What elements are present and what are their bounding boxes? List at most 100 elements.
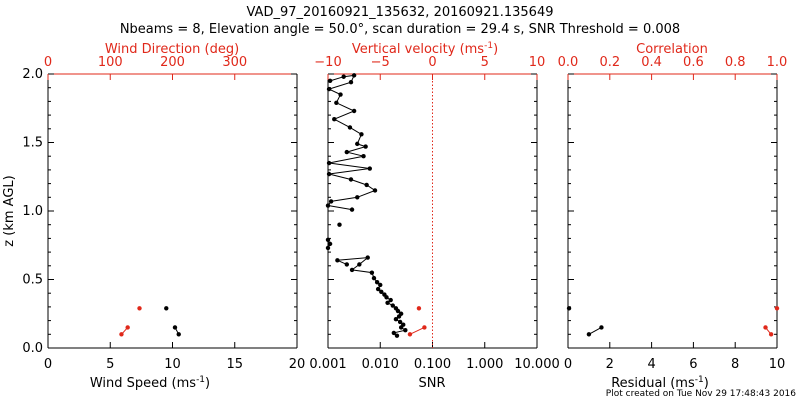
vertical-velocity-point	[372, 188, 378, 193]
snr-point	[407, 332, 413, 337]
plot-created-footer: Plot created on Tue Nov 29 17:48:43 2016	[606, 389, 796, 399]
fit-xtick-label-top: 0.0	[558, 55, 579, 70]
vertical-velocity-point	[349, 207, 355, 212]
vertical-velocity-point	[351, 73, 357, 78]
vertical-velocity-point	[371, 275, 377, 281]
z-tick-label: 1.5	[22, 136, 43, 151]
vertical-velocity-point	[395, 308, 401, 314]
vertical-velocity-point	[355, 195, 360, 200]
vert-top-axis-title: Vertical velocity (ms-1)	[352, 41, 498, 57]
vertical-velocity-point	[327, 241, 333, 247]
vertical-velocity-line	[337, 256, 407, 337]
fit-xtick-label-bottom: 4	[647, 357, 655, 372]
fit-xtick-label-bottom: 2	[606, 357, 614, 372]
vertical-velocity-point	[361, 154, 366, 159]
vertical-xtick-label-top: −10	[314, 55, 341, 70]
vertical-xtick-label-top: 0	[428, 55, 436, 70]
vertical-velocity-point	[393, 317, 399, 322]
correlation-point	[768, 332, 774, 337]
vertical-velocity-point	[325, 203, 331, 208]
correlation-point	[763, 325, 768, 330]
figure-title-line1: VAD_97_20160921_135632, 20160921.135649	[247, 5, 554, 20]
vertical-velocity-point	[327, 78, 333, 84]
vertical-velocity-point	[326, 171, 332, 177]
vertical-velocity-point	[385, 300, 390, 305]
wind-xtick-label-bottom: 20	[289, 357, 306, 372]
z-tick-label: 0.0	[22, 341, 43, 356]
vertical-xtick-label-top: 10	[529, 55, 546, 70]
vertical-velocity-point	[375, 286, 381, 292]
vertical-velocity-point	[357, 262, 362, 267]
vertical-velocity-point	[341, 74, 346, 79]
vertical-velocity-line	[327, 74, 377, 211]
vertical-velocity-point	[364, 182, 369, 188]
wind-xtick-label-bottom: 15	[226, 357, 243, 372]
vertical-velocity-point	[348, 80, 354, 85]
correlation-point	[774, 306, 780, 311]
vertical-velocity-point	[355, 141, 360, 147]
residual-point	[566, 306, 572, 311]
fit-xtick-label-top: 1.0	[767, 55, 788, 70]
figure-title-line2: Nbeams = 8, Elevation angle = 50.0°, sca…	[120, 22, 680, 37]
vertical-velocity-point	[365, 255, 370, 260]
vertical-xtick-label-bottom: 10.000	[514, 357, 560, 372]
residual-point	[599, 325, 604, 330]
wind-xtick-label-top: 0	[44, 55, 52, 70]
vertical-velocity-point	[325, 237, 331, 242]
snr-point	[416, 306, 422, 311]
z-tick-label: 2.0	[22, 67, 43, 82]
wind-xtick-label-top: 100	[98, 55, 123, 70]
wind-xtick-label-top: 200	[160, 55, 185, 70]
wind-direction-point	[125, 325, 130, 330]
vertical-velocity-point	[379, 289, 384, 295]
fit-xtick-label-bottom: 6	[689, 357, 697, 372]
vertical-velocity-point	[369, 270, 375, 275]
wind-xtick-label-bottom: 10	[164, 357, 181, 372]
residual-line	[588, 326, 602, 335]
vertical-velocity-point	[335, 258, 340, 263]
vertical-xtick-label-bottom: 1.000	[466, 357, 503, 372]
vertical-xtick-label-bottom: 0.001	[309, 357, 346, 372]
vertical-velocity-point	[351, 108, 357, 114]
vertical-velocity-point	[347, 125, 353, 130]
vertical-velocity-point	[384, 295, 389, 300]
z-tick-label: 1.0	[22, 204, 43, 219]
vertical-velocity-point	[394, 333, 400, 338]
vertical-velocity-point	[403, 327, 408, 333]
wind-speed-point	[176, 332, 181, 337]
fit-xtick-label-bottom: 8	[731, 357, 739, 372]
vertical-velocity-point	[388, 297, 393, 303]
fit-xtick-label-top: 0.4	[641, 55, 662, 70]
vertical-velocity-point	[396, 314, 402, 319]
snr-point	[422, 325, 427, 330]
fit-xtick-label-bottom: 0	[564, 357, 572, 372]
vertical-velocity-point	[337, 222, 342, 227]
wind-xtick-label-bottom: 0	[44, 357, 52, 372]
vertical-velocity-point	[332, 117, 337, 122]
vertical-velocity-point	[344, 262, 350, 267]
vert-bottom-axis-title: SNR	[418, 376, 445, 391]
z-axis-title: z (km AGL)	[2, 175, 17, 246]
vertical-velocity-point	[326, 160, 332, 166]
snr-line	[409, 326, 425, 335]
vertical-velocity-point	[334, 100, 339, 105]
panel-wind	[47, 73, 298, 349]
panel-fit	[567, 73, 778, 349]
fit-xtick-label-top: 0.6	[683, 55, 704, 70]
vertical-velocity-point	[391, 330, 397, 336]
vertical-velocity-point	[328, 199, 334, 204]
vertical-velocity-point	[374, 280, 380, 285]
vertical-velocity-point	[363, 144, 368, 149]
fit-xtick-label-top: 0.2	[599, 55, 620, 70]
vertical-velocity-point	[398, 325, 404, 330]
vertical-velocity-point	[397, 319, 403, 325]
wind-xtick-label-top: 300	[222, 55, 247, 70]
wind-xtick-label-bottom: 5	[106, 357, 114, 372]
vertical-xtick-label-top: 5	[481, 55, 489, 70]
wind-bottom-axis-title: Wind Speed (ms-1)	[90, 375, 210, 391]
fit-top-axis-title: Correlation	[636, 42, 708, 57]
vertical-velocity-point	[348, 177, 354, 182]
vertical-velocity-point	[338, 92, 343, 97]
